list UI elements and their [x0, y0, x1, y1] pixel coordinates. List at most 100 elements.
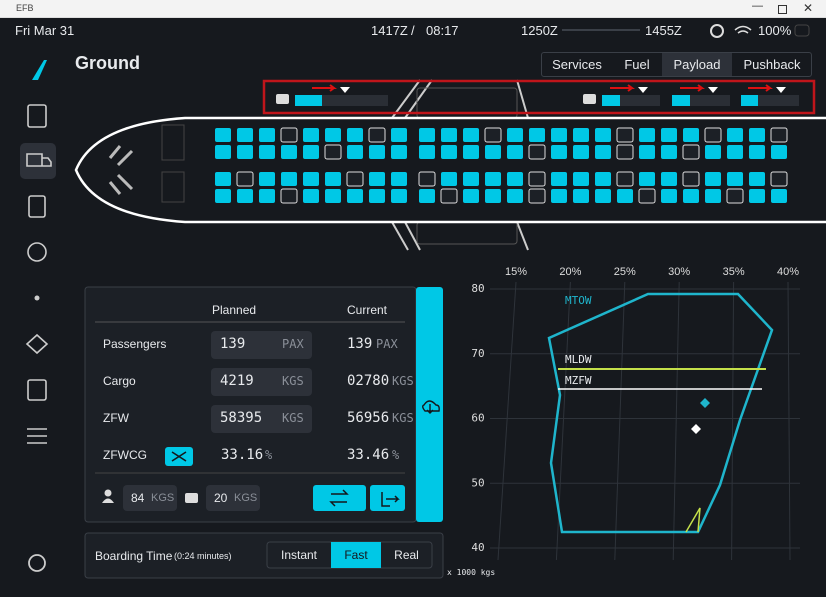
row-label: ZFWCG [103, 448, 147, 462]
nav-performance[interactable] [28, 195, 46, 218]
seat [485, 145, 501, 159]
mac-label: 35% [723, 266, 745, 278]
weight-label: 40 [471, 541, 484, 554]
planned-input[interactable] [211, 405, 312, 433]
seat [441, 128, 457, 142]
seat [528, 171, 546, 187]
seat [391, 145, 407, 159]
current-unit: KGS [392, 374, 414, 388]
mac-label: 40% [777, 266, 799, 278]
maximize[interactable] [778, 5, 787, 14]
boarding-duration: (0:24 minutes) [174, 551, 232, 561]
seat [236, 171, 254, 187]
minimize[interactable]: — [752, 0, 763, 12]
seat [324, 144, 342, 160]
seat [705, 189, 721, 203]
nav-ground-active[interactable] [20, 143, 56, 179]
nav-settings[interactable] [28, 554, 46, 572]
passenger-weight-input[interactable] [123, 485, 177, 511]
nav-navigation[interactable] [27, 242, 47, 262]
seat [682, 144, 700, 160]
seat [507, 189, 523, 203]
seat [770, 171, 788, 187]
seat [573, 128, 589, 142]
seat [573, 189, 589, 203]
mac-label: 30% [668, 266, 690, 278]
cargo-fill [295, 95, 322, 106]
seat [616, 171, 634, 187]
cargo-capacity [295, 95, 388, 106]
passenger-icon-body [102, 498, 114, 503]
seat [237, 145, 253, 159]
seat [303, 145, 319, 159]
nav-failures[interactable] [25, 333, 49, 355]
seat [551, 128, 567, 142]
wings [391, 79, 529, 251]
unload-button[interactable] [370, 485, 405, 511]
seat [727, 145, 743, 159]
cargo-icon [583, 94, 596, 104]
window-title: EFB [16, 3, 34, 13]
seat [419, 128, 435, 142]
seat [705, 172, 721, 186]
tab-services[interactable]: Services [552, 57, 602, 72]
seat [770, 127, 788, 143]
current-unit: KGS [392, 411, 414, 425]
nav-presets[interactable] [27, 428, 47, 444]
seat [346, 171, 364, 187]
seat [551, 189, 567, 203]
tab-bar [541, 52, 812, 77]
seat [215, 189, 231, 203]
planned-input[interactable] [211, 331, 312, 359]
planned-unit: KGS [282, 374, 304, 388]
seat [347, 128, 363, 142]
swap-icon [329, 489, 349, 507]
seat [551, 172, 567, 186]
cargo-arrow [680, 84, 705, 92]
seat [749, 128, 765, 142]
close[interactable]: ✕ [803, 1, 814, 15]
seat [280, 127, 298, 143]
seat [463, 145, 479, 159]
zfw-cg-point [691, 424, 701, 434]
cargo-arrow [312, 84, 337, 92]
boarding-active [331, 542, 381, 568]
seat [303, 128, 319, 142]
nav-checklists[interactable] [27, 379, 47, 401]
tab-fuel[interactable]: Fuel [624, 57, 650, 72]
planned-input[interactable] [211, 368, 312, 396]
seat [418, 171, 436, 187]
seat [507, 128, 523, 142]
seat [617, 189, 633, 203]
weight-unit-label: x 1000 kgs [447, 568, 496, 577]
tab-payload[interactable]: Payload [662, 53, 732, 76]
swap-button[interactable] [313, 485, 366, 511]
passenger-icon [104, 489, 112, 497]
planned-unit: PAX [282, 337, 304, 351]
settings-status-icon[interactable] [710, 24, 724, 38]
boarding-instant[interactable]: Instant [280, 548, 318, 562]
seat [683, 189, 699, 203]
boarding-real[interactable]: Real [394, 548, 419, 562]
mac-label: 25% [614, 266, 636, 278]
mac-grid-line [497, 281, 517, 561]
weight-label: 70 [471, 347, 484, 360]
seat [683, 128, 699, 142]
seat [529, 128, 545, 142]
weight-label: 60 [471, 412, 484, 425]
cargo-capacity [602, 95, 660, 106]
bag-weight-input[interactable] [206, 485, 260, 511]
seat [639, 172, 655, 186]
nav-dispatch[interactable] [27, 104, 47, 128]
lavatory-front [161, 171, 185, 203]
planned-value: 139 [220, 336, 246, 352]
tab-pushback[interactable]: Pushback [743, 57, 801, 72]
seat [441, 145, 457, 159]
nav-atc[interactable] [34, 295, 40, 301]
window-titlebar: EFB — ✕ [0, 0, 826, 18]
boarding-fast[interactable]: Fast [344, 548, 368, 562]
mzfw-label: MZFW [565, 374, 592, 387]
app-logo [32, 60, 47, 80]
planned-unit: % [265, 448, 273, 462]
